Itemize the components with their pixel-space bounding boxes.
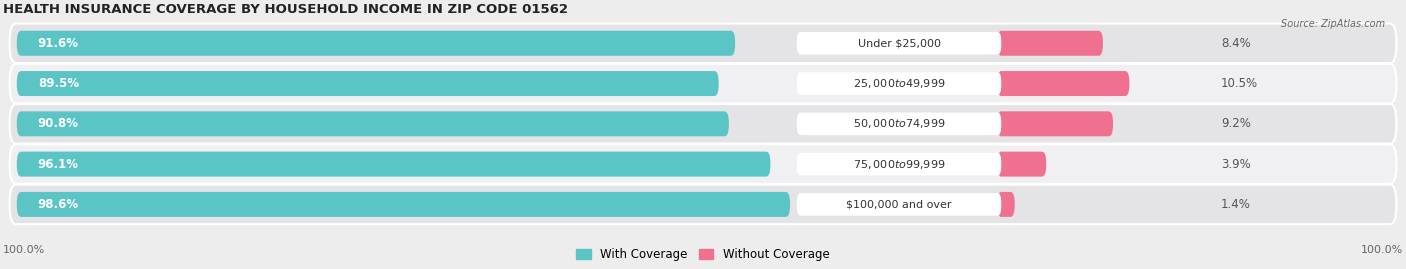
FancyBboxPatch shape bbox=[797, 153, 1001, 175]
Text: 98.6%: 98.6% bbox=[38, 198, 79, 211]
FancyBboxPatch shape bbox=[997, 31, 1102, 56]
FancyBboxPatch shape bbox=[997, 71, 1129, 96]
FancyBboxPatch shape bbox=[997, 152, 1046, 177]
FancyBboxPatch shape bbox=[10, 104, 1396, 144]
FancyBboxPatch shape bbox=[997, 111, 1114, 136]
Text: 9.2%: 9.2% bbox=[1222, 117, 1251, 130]
Legend: With Coverage, Without Coverage: With Coverage, Without Coverage bbox=[572, 243, 834, 266]
Text: 90.8%: 90.8% bbox=[38, 117, 79, 130]
FancyBboxPatch shape bbox=[17, 111, 728, 136]
Text: 10.5%: 10.5% bbox=[1222, 77, 1258, 90]
Text: $100,000 and over: $100,000 and over bbox=[846, 199, 952, 209]
FancyBboxPatch shape bbox=[10, 23, 1396, 63]
Text: 96.1%: 96.1% bbox=[38, 158, 79, 171]
FancyBboxPatch shape bbox=[17, 192, 790, 217]
Text: 91.6%: 91.6% bbox=[38, 37, 79, 50]
FancyBboxPatch shape bbox=[17, 71, 718, 96]
Text: $25,000 to $49,999: $25,000 to $49,999 bbox=[853, 77, 945, 90]
Text: 8.4%: 8.4% bbox=[1222, 37, 1251, 50]
FancyBboxPatch shape bbox=[797, 193, 1001, 216]
FancyBboxPatch shape bbox=[797, 32, 1001, 55]
FancyBboxPatch shape bbox=[10, 144, 1396, 184]
FancyBboxPatch shape bbox=[997, 192, 1015, 217]
Text: HEALTH INSURANCE COVERAGE BY HOUSEHOLD INCOME IN ZIP CODE 01562: HEALTH INSURANCE COVERAGE BY HOUSEHOLD I… bbox=[3, 3, 568, 16]
FancyBboxPatch shape bbox=[797, 112, 1001, 135]
Text: Under $25,000: Under $25,000 bbox=[858, 38, 941, 48]
FancyBboxPatch shape bbox=[10, 185, 1396, 224]
FancyBboxPatch shape bbox=[17, 152, 770, 177]
FancyBboxPatch shape bbox=[17, 31, 735, 56]
Text: 100.0%: 100.0% bbox=[3, 246, 45, 256]
Text: $50,000 to $74,999: $50,000 to $74,999 bbox=[853, 117, 945, 130]
Text: 1.4%: 1.4% bbox=[1222, 198, 1251, 211]
Text: 3.9%: 3.9% bbox=[1222, 158, 1251, 171]
Text: Source: ZipAtlas.com: Source: ZipAtlas.com bbox=[1281, 19, 1385, 29]
Text: 89.5%: 89.5% bbox=[38, 77, 79, 90]
FancyBboxPatch shape bbox=[797, 72, 1001, 95]
Text: 100.0%: 100.0% bbox=[1361, 246, 1403, 256]
Text: $75,000 to $99,999: $75,000 to $99,999 bbox=[853, 158, 945, 171]
FancyBboxPatch shape bbox=[10, 64, 1396, 103]
